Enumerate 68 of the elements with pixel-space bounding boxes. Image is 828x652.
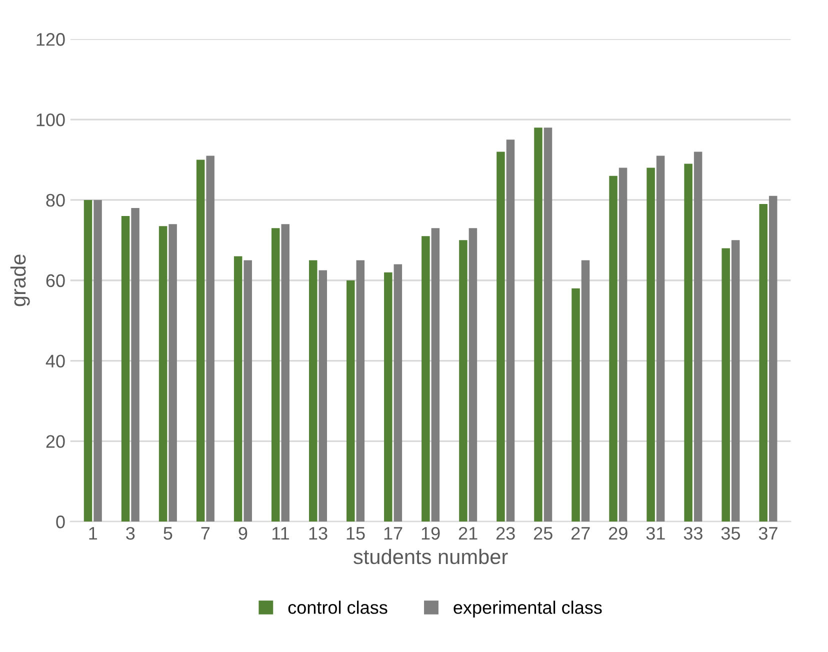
x-tick-label: 25: [534, 526, 552, 540]
bar: [309, 260, 318, 522]
x-tick-label: 11: [272, 527, 289, 540]
bar: [356, 260, 365, 522]
bar: [94, 200, 102, 522]
x-tick-label: 15: [346, 527, 365, 540]
bar: [196, 160, 205, 522]
legend-label: control class: [288, 600, 388, 614]
bar: [121, 216, 130, 522]
bar: [131, 208, 140, 522]
bar: [572, 288, 580, 522]
bar: [468, 228, 478, 522]
bar: [168, 224, 177, 522]
bar: [394, 264, 402, 522]
bar: [534, 128, 542, 522]
x-tick-label: 5: [164, 527, 172, 540]
bar: [656, 156, 665, 522]
bar: [722, 248, 730, 522]
y-tick-label: 20: [46, 435, 65, 448]
bar: [694, 152, 702, 522]
bar: [346, 280, 355, 522]
x-tick-label: 31: [646, 526, 665, 540]
x-tick-label: 21: [458, 526, 478, 540]
x-tick-label: 19: [422, 526, 440, 540]
bar: [206, 156, 214, 522]
bar: [459, 240, 468, 522]
x-tick-label: 9: [238, 526, 248, 540]
bar: [318, 270, 328, 522]
bar: [544, 128, 552, 522]
x-tick-label: 1: [89, 527, 98, 540]
y-tick-label: 60: [46, 274, 65, 288]
x-axis-title: students number: [354, 548, 508, 564]
bar: [759, 204, 768, 522]
bar: [506, 140, 515, 522]
x-tick-label: 37: [758, 526, 778, 540]
x-tick-label: 23: [496, 526, 515, 540]
x-tick-label: 7: [201, 527, 210, 540]
bar: [271, 228, 280, 522]
bar: [384, 272, 392, 522]
bar: [581, 260, 590, 522]
x-tick-label: 17: [384, 527, 402, 540]
y-tick-label: 100: [36, 113, 65, 126]
y-axis-title: grade: [10, 254, 30, 306]
bar: [609, 176, 618, 522]
bar: [244, 260, 252, 522]
legend-label: experimental class: [454, 600, 602, 618]
y-tick-label: 120: [36, 33, 65, 46]
x-tick-label: 29: [609, 526, 628, 540]
bar: [496, 152, 505, 522]
x-tick-label: 3: [126, 526, 135, 540]
x-tick-label: 35: [721, 526, 740, 540]
bar: [431, 228, 440, 522]
bar: [731, 240, 740, 522]
x-tick-label: 33: [684, 526, 702, 540]
bar: [618, 168, 628, 522]
x-tick-label: 27: [572, 526, 590, 540]
x-tick-label: 13: [309, 526, 328, 540]
bar: [158, 226, 168, 522]
y-tick-label: 0: [56, 516, 65, 528]
y-tick-label: 80: [46, 194, 65, 207]
bar: [768, 196, 778, 522]
bar: [422, 236, 430, 522]
bar: [234, 256, 242, 522]
bar: [646, 168, 655, 522]
bar: [281, 224, 290, 522]
bar: [684, 164, 692, 522]
y-tick-label: 40: [46, 354, 65, 368]
bar: [84, 200, 92, 522]
